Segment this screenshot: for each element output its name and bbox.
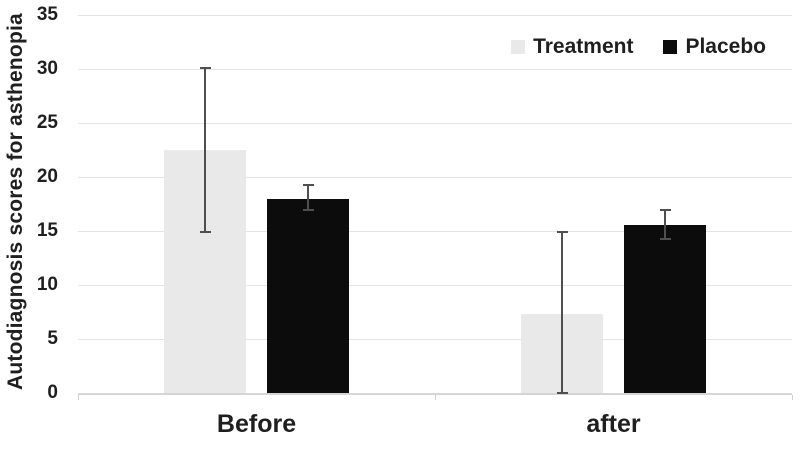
error-bar-placebo-before	[307, 184, 309, 211]
error-bar-placebo-after	[664, 210, 666, 239]
y-tick-label: 20	[36, 166, 58, 187]
y-tick-label: 15	[36, 220, 58, 241]
legend-label-placebo: Placebo	[685, 35, 766, 58]
legend-swatch-treatment-icon	[511, 40, 526, 54]
gridline	[78, 230, 792, 232]
error-cap-bottom-placebo-after	[659, 237, 671, 240]
error-cap-top-placebo-before	[302, 183, 314, 186]
y-tick-label: 10	[36, 274, 58, 295]
y-tick-label: 30	[36, 58, 58, 79]
x-category-label-before: Before	[216, 410, 297, 438]
error-cap-top-treatment-after	[556, 231, 568, 234]
bar-placebo-after	[624, 224, 706, 393]
error-cap-bottom-treatment-before	[199, 231, 211, 234]
legend-item-placebo: Placebo	[663, 35, 766, 59]
y-tick-label: 35	[36, 4, 58, 25]
gridline	[78, 176, 792, 178]
y-tick-label: 0	[47, 382, 58, 403]
legend-swatch-placebo-icon	[663, 40, 678, 54]
x-axis-boundary-tick	[435, 395, 436, 400]
x-axis-boundary-tick	[792, 395, 793, 400]
gridline	[78, 284, 792, 286]
y-tick-label: 25	[36, 112, 58, 133]
error-cap-bottom-placebo-before	[302, 209, 314, 212]
legend-label-treatment: Treatment	[533, 35, 634, 58]
gridline	[78, 338, 792, 340]
error-cap-top-treatment-before	[199, 66, 211, 69]
gridline	[78, 68, 792, 70]
bar-placebo-before	[267, 198, 349, 393]
plot-area	[78, 14, 792, 395]
x-axis-boundary-tick	[78, 395, 79, 400]
legend: Treatment Placebo	[511, 35, 766, 59]
gridline	[78, 122, 792, 124]
y-tick-label: 5	[47, 328, 58, 349]
error-bar-treatment-before	[204, 67, 206, 233]
error-cap-bottom-treatment-after	[556, 392, 568, 394]
error-bar-treatment-after	[561, 232, 563, 393]
x-category-label-after: after	[586, 410, 641, 438]
error-cap-top-placebo-after	[659, 209, 671, 212]
legend-item-treatment: Treatment	[511, 35, 633, 59]
gridline	[78, 14, 792, 16]
